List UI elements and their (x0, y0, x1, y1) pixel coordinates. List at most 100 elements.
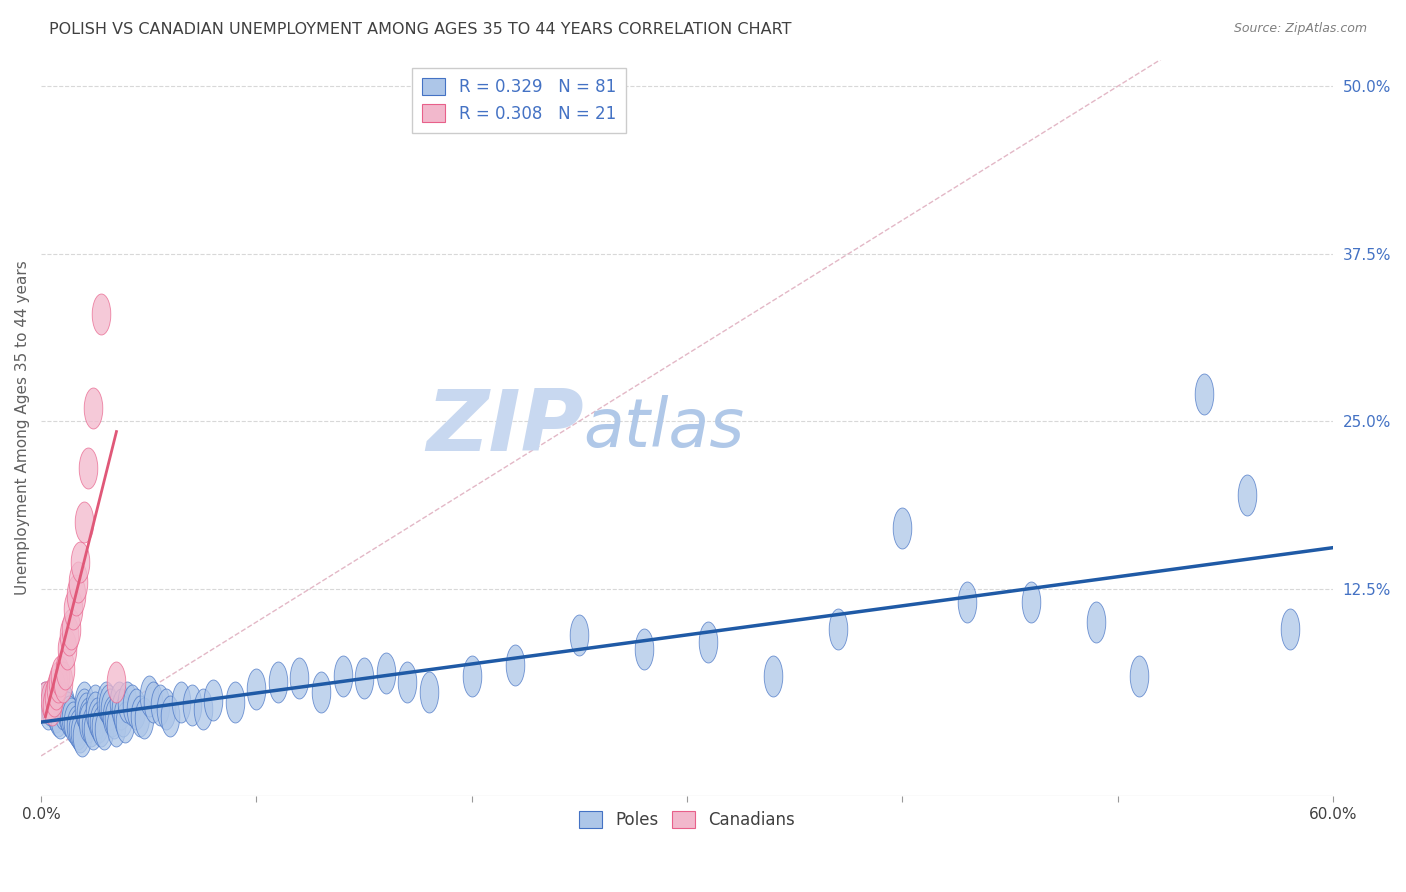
Point (309, 684, 332, 698)
Point (568, 628, 591, 642)
Point (65, 719, 87, 733)
Point (69, 724, 91, 739)
Point (73, 695, 96, 709)
Point (82, 722, 104, 736)
Point (60, 711, 83, 725)
Text: atlas: atlas (583, 395, 745, 461)
Legend: Poles, Canadians: Poles, Canadians (572, 804, 801, 836)
Point (84, 698, 107, 712)
Point (52, 695, 75, 709)
Point (86, 711, 108, 725)
Point (52, 702, 75, 716)
Point (110, 702, 132, 716)
Y-axis label: Unemployment Among Ages 35 to 44 years: Unemployment Among Ages 35 to 44 years (15, 260, 30, 595)
Point (42, 689, 65, 703)
Point (191, 702, 214, 716)
Point (170, 695, 193, 709)
Point (115, 695, 138, 709)
Text: POLISH VS CANADIAN UNEMPLOYMENT AMONG AGES 35 TO 44 YEARS CORRELATION CHART: POLISH VS CANADIAN UNEMPLOYMENT AMONG AG… (49, 22, 792, 37)
Point (90, 307, 112, 321)
Point (62, 715, 84, 730)
Point (1021, 595, 1043, 609)
Point (1236, 488, 1258, 502)
Point (101, 708, 124, 723)
Point (114, 715, 136, 730)
Point (82, 401, 104, 415)
Point (180, 698, 202, 712)
Point (73, 702, 96, 716)
Point (56, 641, 79, 656)
Point (79, 719, 101, 733)
Point (633, 641, 655, 656)
Point (65, 588, 87, 602)
Point (129, 708, 152, 723)
Point (46, 708, 69, 723)
Point (460, 668, 482, 682)
Point (66, 722, 89, 736)
Point (1278, 622, 1301, 636)
Point (134, 711, 156, 725)
Point (105, 675, 128, 690)
Point (45, 705, 67, 719)
Point (45, 681, 67, 696)
Point (41, 692, 63, 706)
Point (58, 708, 80, 723)
Point (70, 729, 93, 743)
Point (34, 695, 56, 709)
Point (62, 601, 84, 615)
Point (224, 695, 246, 709)
Point (60, 622, 83, 636)
Point (42, 699, 65, 714)
Point (396, 675, 419, 690)
Point (90, 719, 112, 733)
Point (77, 711, 100, 725)
Point (1128, 668, 1150, 682)
Text: ZIP: ZIP (426, 386, 583, 469)
Point (418, 684, 440, 698)
Point (697, 635, 720, 649)
Text: Source: ZipAtlas.com: Source: ZipAtlas.com (1233, 22, 1367, 36)
Point (77, 461, 100, 475)
Point (105, 719, 128, 733)
Point (138, 689, 160, 703)
Point (111, 708, 134, 723)
Point (46, 675, 69, 690)
Point (69, 555, 91, 569)
Point (34, 695, 56, 709)
Point (503, 657, 526, 672)
Point (125, 702, 148, 716)
Point (762, 668, 785, 682)
Point (267, 675, 290, 690)
Point (159, 708, 181, 723)
Point (93, 722, 115, 736)
Point (827, 622, 849, 636)
Point (103, 711, 125, 725)
Point (148, 698, 170, 712)
Point (107, 695, 129, 709)
Point (332, 668, 354, 682)
Point (49, 668, 72, 682)
Point (53, 662, 76, 676)
Point (49, 711, 72, 725)
Point (353, 671, 375, 685)
Point (41, 698, 63, 712)
Point (38, 698, 60, 712)
Point (956, 595, 979, 609)
Point (245, 681, 267, 696)
Point (891, 521, 914, 535)
Point (97, 698, 120, 712)
Point (52, 675, 75, 690)
Point (53, 698, 76, 712)
Point (38, 692, 60, 706)
Point (1192, 387, 1215, 401)
Point (73, 515, 96, 529)
Point (155, 702, 177, 716)
Point (202, 692, 225, 706)
Point (58, 628, 80, 642)
Point (84, 705, 107, 719)
Point (75, 706, 97, 720)
Point (374, 665, 396, 680)
Point (66, 574, 89, 589)
Point (56, 705, 79, 719)
Point (121, 698, 143, 712)
